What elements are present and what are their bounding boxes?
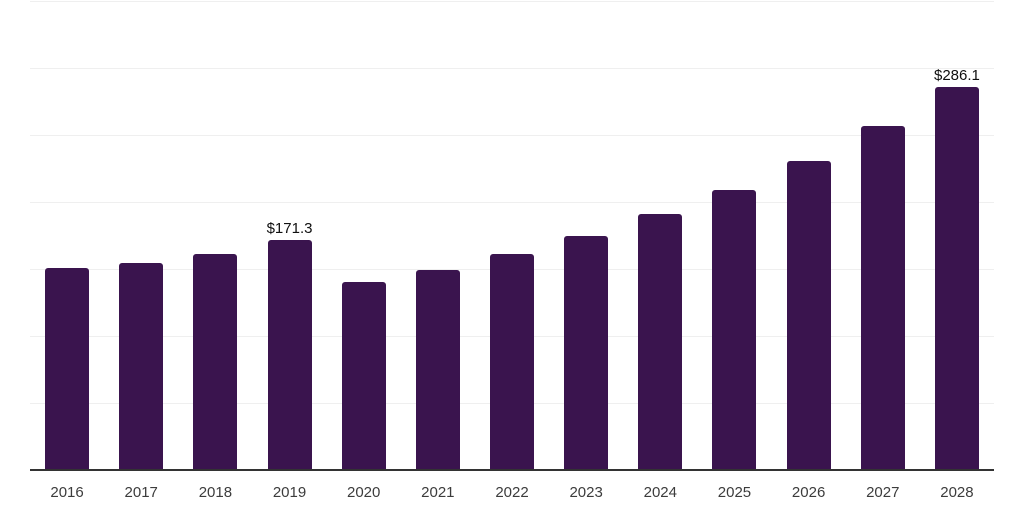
x-tick-label-2017: 2017 — [124, 484, 158, 501]
x-tick-label-2026: 2026 — [791, 484, 826, 501]
x-tick-label-2016: 2016 — [50, 484, 84, 501]
gridline — [30, 68, 994, 69]
x-tick-label-2024: 2024 — [643, 484, 677, 501]
gridline — [30, 135, 994, 136]
value-label-2019: $171.3 — [266, 220, 313, 238]
bar-2025 — [712, 189, 757, 470]
bar-2027 — [860, 126, 905, 470]
gridline — [30, 1, 994, 2]
bar-2026 — [786, 160, 831, 470]
gridline — [30, 202, 994, 203]
bar-2023 — [564, 236, 609, 470]
x-tick-label-2028: 2028 — [940, 484, 974, 501]
x-tick-label-2025: 2025 — [717, 484, 752, 501]
x-tick-label-2022: 2022 — [495, 484, 529, 501]
x-tick-label-2027: 2027 — [866, 484, 900, 501]
bar-2028 — [934, 86, 979, 470]
bar-2018 — [193, 253, 238, 470]
bar-2019 — [267, 240, 312, 470]
bar-2020 — [341, 282, 386, 470]
bar-2016 — [45, 268, 90, 470]
x-tick-label-2019: 2019 — [272, 484, 307, 501]
x-tick-label-2021: 2021 — [421, 484, 455, 501]
bar-2021 — [415, 269, 460, 470]
value-label-2028: $286.1 — [933, 66, 980, 84]
x-tick-label-2023: 2023 — [569, 484, 603, 501]
bar-2024 — [638, 214, 683, 470]
x-tick-label-2020: 2020 — [347, 484, 381, 501]
bar-2022 — [490, 254, 534, 470]
bar-2017 — [119, 262, 164, 470]
x-tick-label-2018: 2018 — [198, 484, 233, 501]
x-axis-line — [30, 469, 994, 471]
